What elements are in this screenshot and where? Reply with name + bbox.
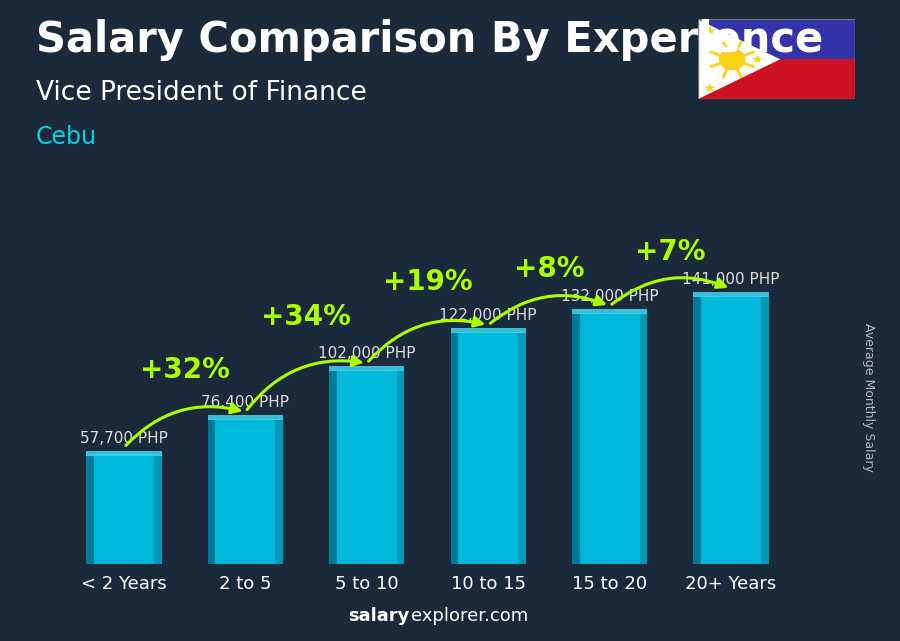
Text: 141,000 PHP: 141,000 PHP <box>682 272 779 287</box>
FancyBboxPatch shape <box>580 313 640 564</box>
Polygon shape <box>698 19 780 99</box>
Text: explorer.com: explorer.com <box>411 607 528 625</box>
FancyBboxPatch shape <box>215 419 275 564</box>
FancyBboxPatch shape <box>640 313 647 564</box>
FancyBboxPatch shape <box>329 370 337 564</box>
FancyBboxPatch shape <box>329 366 404 371</box>
Polygon shape <box>705 26 716 34</box>
FancyBboxPatch shape <box>693 296 701 564</box>
FancyBboxPatch shape <box>208 419 215 564</box>
FancyBboxPatch shape <box>451 328 526 333</box>
Text: 57,700 PHP: 57,700 PHP <box>80 431 168 446</box>
Text: 122,000 PHP: 122,000 PHP <box>439 308 537 323</box>
FancyBboxPatch shape <box>572 309 647 314</box>
Text: salary: salary <box>348 607 410 625</box>
Bar <box>698 19 855 60</box>
FancyBboxPatch shape <box>761 296 769 564</box>
FancyBboxPatch shape <box>397 370 404 564</box>
Text: +8%: +8% <box>514 255 584 283</box>
FancyBboxPatch shape <box>572 313 580 564</box>
Text: Cebu: Cebu <box>36 125 97 149</box>
Text: +19%: +19% <box>382 268 472 296</box>
FancyBboxPatch shape <box>693 292 769 297</box>
Polygon shape <box>752 55 762 63</box>
FancyBboxPatch shape <box>208 415 283 420</box>
FancyBboxPatch shape <box>86 454 94 564</box>
Text: 102,000 PHP: 102,000 PHP <box>318 347 416 362</box>
FancyBboxPatch shape <box>701 296 761 564</box>
Text: 132,000 PHP: 132,000 PHP <box>561 289 659 304</box>
FancyBboxPatch shape <box>451 331 458 564</box>
Text: Vice President of Finance: Vice President of Finance <box>36 80 367 106</box>
Text: Average Monthly Salary: Average Monthly Salary <box>862 323 875 472</box>
FancyBboxPatch shape <box>518 331 526 564</box>
Bar <box>698 60 855 99</box>
FancyBboxPatch shape <box>154 454 162 564</box>
FancyBboxPatch shape <box>458 331 518 564</box>
FancyBboxPatch shape <box>94 454 154 564</box>
Polygon shape <box>705 83 716 92</box>
Text: +7%: +7% <box>635 238 706 266</box>
Text: +34%: +34% <box>261 303 351 331</box>
FancyBboxPatch shape <box>86 451 162 456</box>
FancyBboxPatch shape <box>275 419 283 564</box>
Circle shape <box>720 49 745 69</box>
Text: Salary Comparison By Experience: Salary Comparison By Experience <box>36 19 824 62</box>
FancyBboxPatch shape <box>337 370 397 564</box>
Text: 76,400 PHP: 76,400 PHP <box>202 395 290 410</box>
Text: +32%: +32% <box>140 356 230 384</box>
